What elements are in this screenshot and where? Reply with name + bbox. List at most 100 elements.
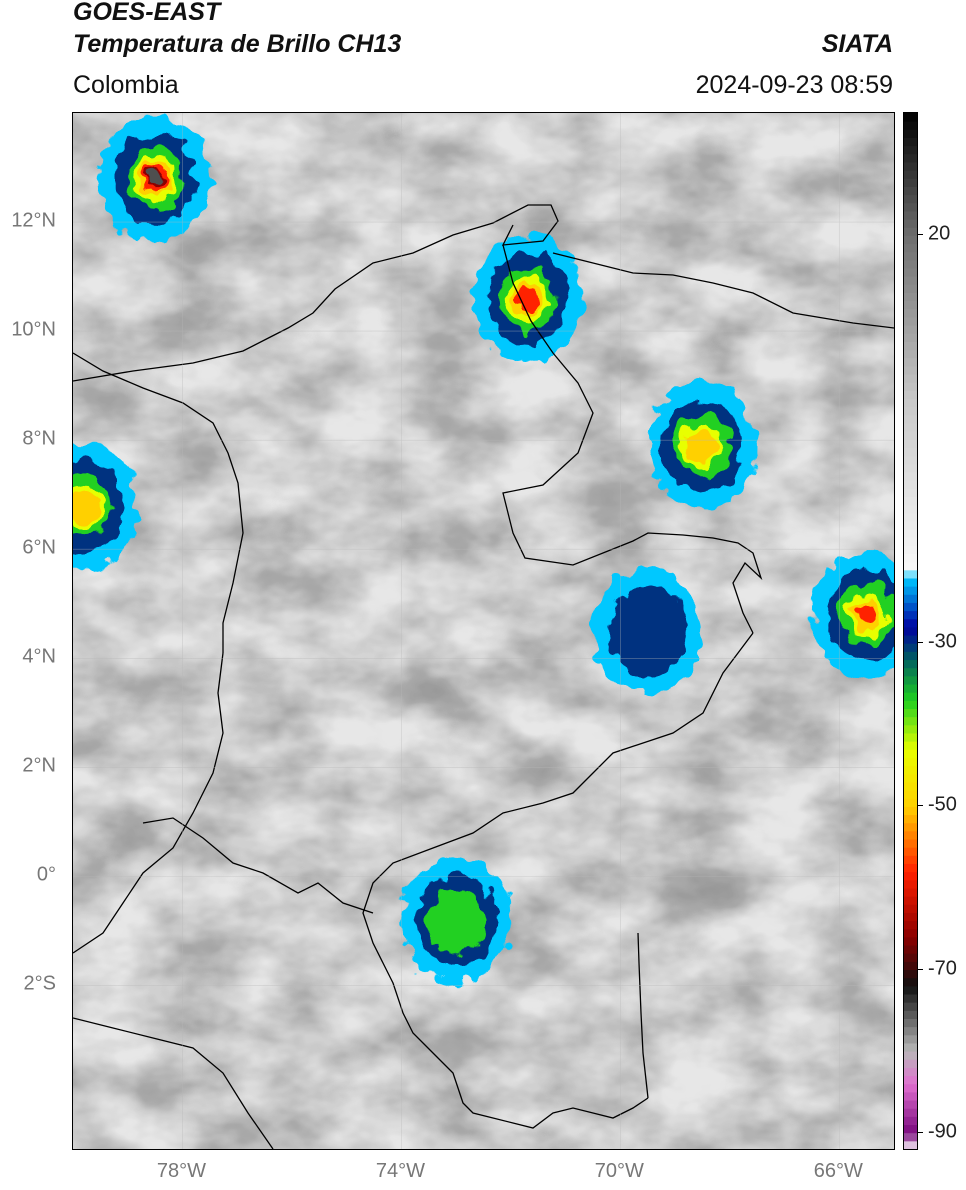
colorbar-segment bbox=[904, 308, 917, 318]
colorbar-segment bbox=[904, 325, 917, 334]
colorbar-segment bbox=[904, 887, 917, 897]
colorbar-segment bbox=[904, 798, 917, 807]
colorbar-segment bbox=[904, 463, 917, 473]
colorbar-segment bbox=[904, 708, 917, 718]
colorbar-segment bbox=[904, 602, 917, 612]
colorbar-segment bbox=[904, 480, 917, 489]
colorbar-segment bbox=[904, 520, 917, 530]
colorbar-segment bbox=[904, 537, 917, 546]
colorbar-segment bbox=[904, 879, 917, 889]
colorbar-segment bbox=[904, 121, 917, 130]
colorbar-segment bbox=[904, 431, 917, 440]
colorbar-segment bbox=[904, 1059, 917, 1068]
colorbar-segment bbox=[904, 741, 917, 750]
colorbar-segment bbox=[904, 1026, 917, 1036]
convective-cells bbox=[73, 115, 894, 984]
colorbar-segment bbox=[904, 626, 917, 636]
colorbar-segment bbox=[904, 496, 917, 506]
colorbar-segment bbox=[904, 716, 917, 726]
colorbar-segment bbox=[904, 855, 917, 864]
colorbar-segment bbox=[904, 561, 917, 571]
colorbar-segment bbox=[904, 512, 917, 522]
colorbar-segment bbox=[904, 210, 917, 220]
colorbar-segment bbox=[904, 170, 917, 179]
colorbar-segment bbox=[904, 830, 917, 840]
satellite-name: GOES-EAST bbox=[73, 0, 221, 26]
colorbar-segment bbox=[904, 635, 917, 644]
satellite-map[interactable] bbox=[72, 112, 895, 1150]
colorbar-segment bbox=[904, 618, 917, 628]
lat-label: 4°N bbox=[22, 645, 56, 668]
colorbar-segment bbox=[904, 1075, 917, 1085]
colorbar-segment bbox=[904, 969, 917, 979]
border-colombia-brazil bbox=[362, 632, 754, 1129]
colorbar-segment bbox=[904, 235, 917, 245]
border-peru-brazil bbox=[637, 932, 649, 1099]
colorbar-segment bbox=[904, 1108, 917, 1117]
colorbar-segment bbox=[904, 316, 917, 326]
colorbar-segment bbox=[904, 692, 917, 701]
colorbar-segment bbox=[904, 1091, 917, 1101]
colorbar-segment bbox=[904, 284, 917, 293]
map-canvas bbox=[73, 113, 894, 1149]
colorbar-tick-label: -50 bbox=[928, 793, 957, 816]
colorbar-segment bbox=[904, 292, 917, 302]
cell-pacific-west bbox=[73, 442, 139, 569]
border-colombia-venezuela bbox=[502, 244, 763, 634]
colorbar-tick-label: -70 bbox=[928, 957, 957, 980]
colorbar-segment bbox=[904, 1051, 917, 1060]
colorbar-segment bbox=[904, 1116, 917, 1126]
colorbar-segment bbox=[904, 1034, 917, 1044]
colorbar-segment bbox=[904, 577, 917, 587]
colorbar-segment bbox=[904, 643, 917, 652]
colorbar-segment bbox=[904, 267, 917, 277]
colorbar-tick-label: -90 bbox=[928, 1120, 957, 1143]
cell-contour bbox=[427, 887, 485, 953]
colorbar-segment bbox=[904, 749, 917, 758]
colorbar-segment bbox=[904, 839, 917, 848]
colorbar-segment bbox=[904, 732, 917, 742]
colorbar-segment bbox=[904, 341, 917, 351]
lat-label: 10°N bbox=[11, 318, 56, 341]
colorbar-segment bbox=[904, 814, 917, 824]
colorbar-segment bbox=[904, 594, 917, 603]
border-peru-ecuador bbox=[73, 1017, 274, 1149]
coastline-caribbean bbox=[73, 204, 559, 382]
colorbar-tick bbox=[917, 968, 923, 970]
cell-contour bbox=[516, 286, 538, 311]
colorbar-segment bbox=[904, 137, 917, 147]
cell-caqueta bbox=[401, 856, 512, 984]
colorbar-gradient bbox=[904, 113, 917, 1150]
colorbar-segment bbox=[904, 977, 917, 987]
colorbar-segment bbox=[904, 765, 917, 775]
colorbar-segment bbox=[904, 1002, 917, 1011]
colorbar-segment bbox=[904, 781, 917, 791]
colorbar-segment bbox=[904, 545, 917, 555]
cell-contour bbox=[687, 428, 718, 463]
colorbar-segment bbox=[904, 357, 917, 367]
colorbar-segment bbox=[904, 178, 917, 187]
colorbar-segment bbox=[904, 822, 917, 832]
colorbar-segment bbox=[904, 806, 917, 816]
lon-label: 74°W bbox=[375, 1160, 425, 1182]
colorbar-segment bbox=[904, 186, 917, 196]
colorbar-segment bbox=[904, 455, 917, 465]
colorbar-segment bbox=[904, 406, 917, 416]
colorbar-segment bbox=[904, 300, 917, 310]
colorbar-segment bbox=[904, 1042, 917, 1052]
colorbar-segment bbox=[904, 700, 917, 709]
colorbar-segment bbox=[904, 936, 917, 946]
border-colombia-ecuador-peru bbox=[142, 817, 374, 914]
cell-contour bbox=[73, 488, 99, 523]
cell-contour bbox=[608, 585, 688, 677]
border-colombia-panama bbox=[73, 352, 244, 653]
lat-label: 2°S bbox=[23, 972, 56, 995]
cell-caribbean-nw bbox=[100, 115, 211, 242]
lat-label: 0° bbox=[36, 863, 56, 886]
colorbar-segment bbox=[904, 1083, 917, 1093]
colorbar-segment bbox=[904, 439, 917, 448]
colorbar-segment bbox=[904, 194, 917, 204]
colorbar-segment bbox=[904, 896, 917, 905]
colorbar-tick bbox=[917, 1131, 923, 1133]
colorbar-segment bbox=[904, 1067, 917, 1077]
